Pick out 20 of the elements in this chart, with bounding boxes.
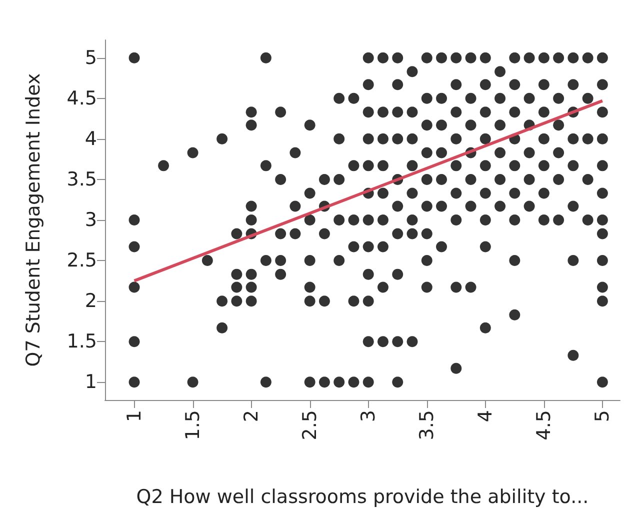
x-tick-label: 2.5 xyxy=(298,410,321,440)
y-tick-label: 1 xyxy=(84,371,97,394)
x-axis-title: Q2 How well classrooms provide the ability to... xyxy=(136,486,589,508)
x-tick-label: 3 xyxy=(357,410,380,422)
x-tick-label: 3.5 xyxy=(416,410,438,440)
y-tick-label: 1.5 xyxy=(66,330,97,353)
x-tick-label: 5 xyxy=(591,410,614,422)
y-tick-label: 4 xyxy=(84,128,97,150)
y-tick-label: 2 xyxy=(84,290,97,312)
y-axis-title: Q7 Student Engagement Index xyxy=(22,73,44,367)
y-tick-label: 2.5 xyxy=(66,250,97,272)
y-tick-label: 5 xyxy=(84,46,97,69)
y-tick-label: 3 xyxy=(84,209,97,231)
x-tick-label: 4 xyxy=(474,410,496,422)
x-tick-label: 1 xyxy=(123,410,146,422)
y-tick-label: 3.5 xyxy=(66,168,97,190)
x-tick-label: 1.5 xyxy=(182,410,204,440)
x-tick-label: 4.5 xyxy=(532,410,555,440)
y-tick-label: 4.5 xyxy=(66,87,97,110)
x-tick-label: 2 xyxy=(240,410,262,422)
